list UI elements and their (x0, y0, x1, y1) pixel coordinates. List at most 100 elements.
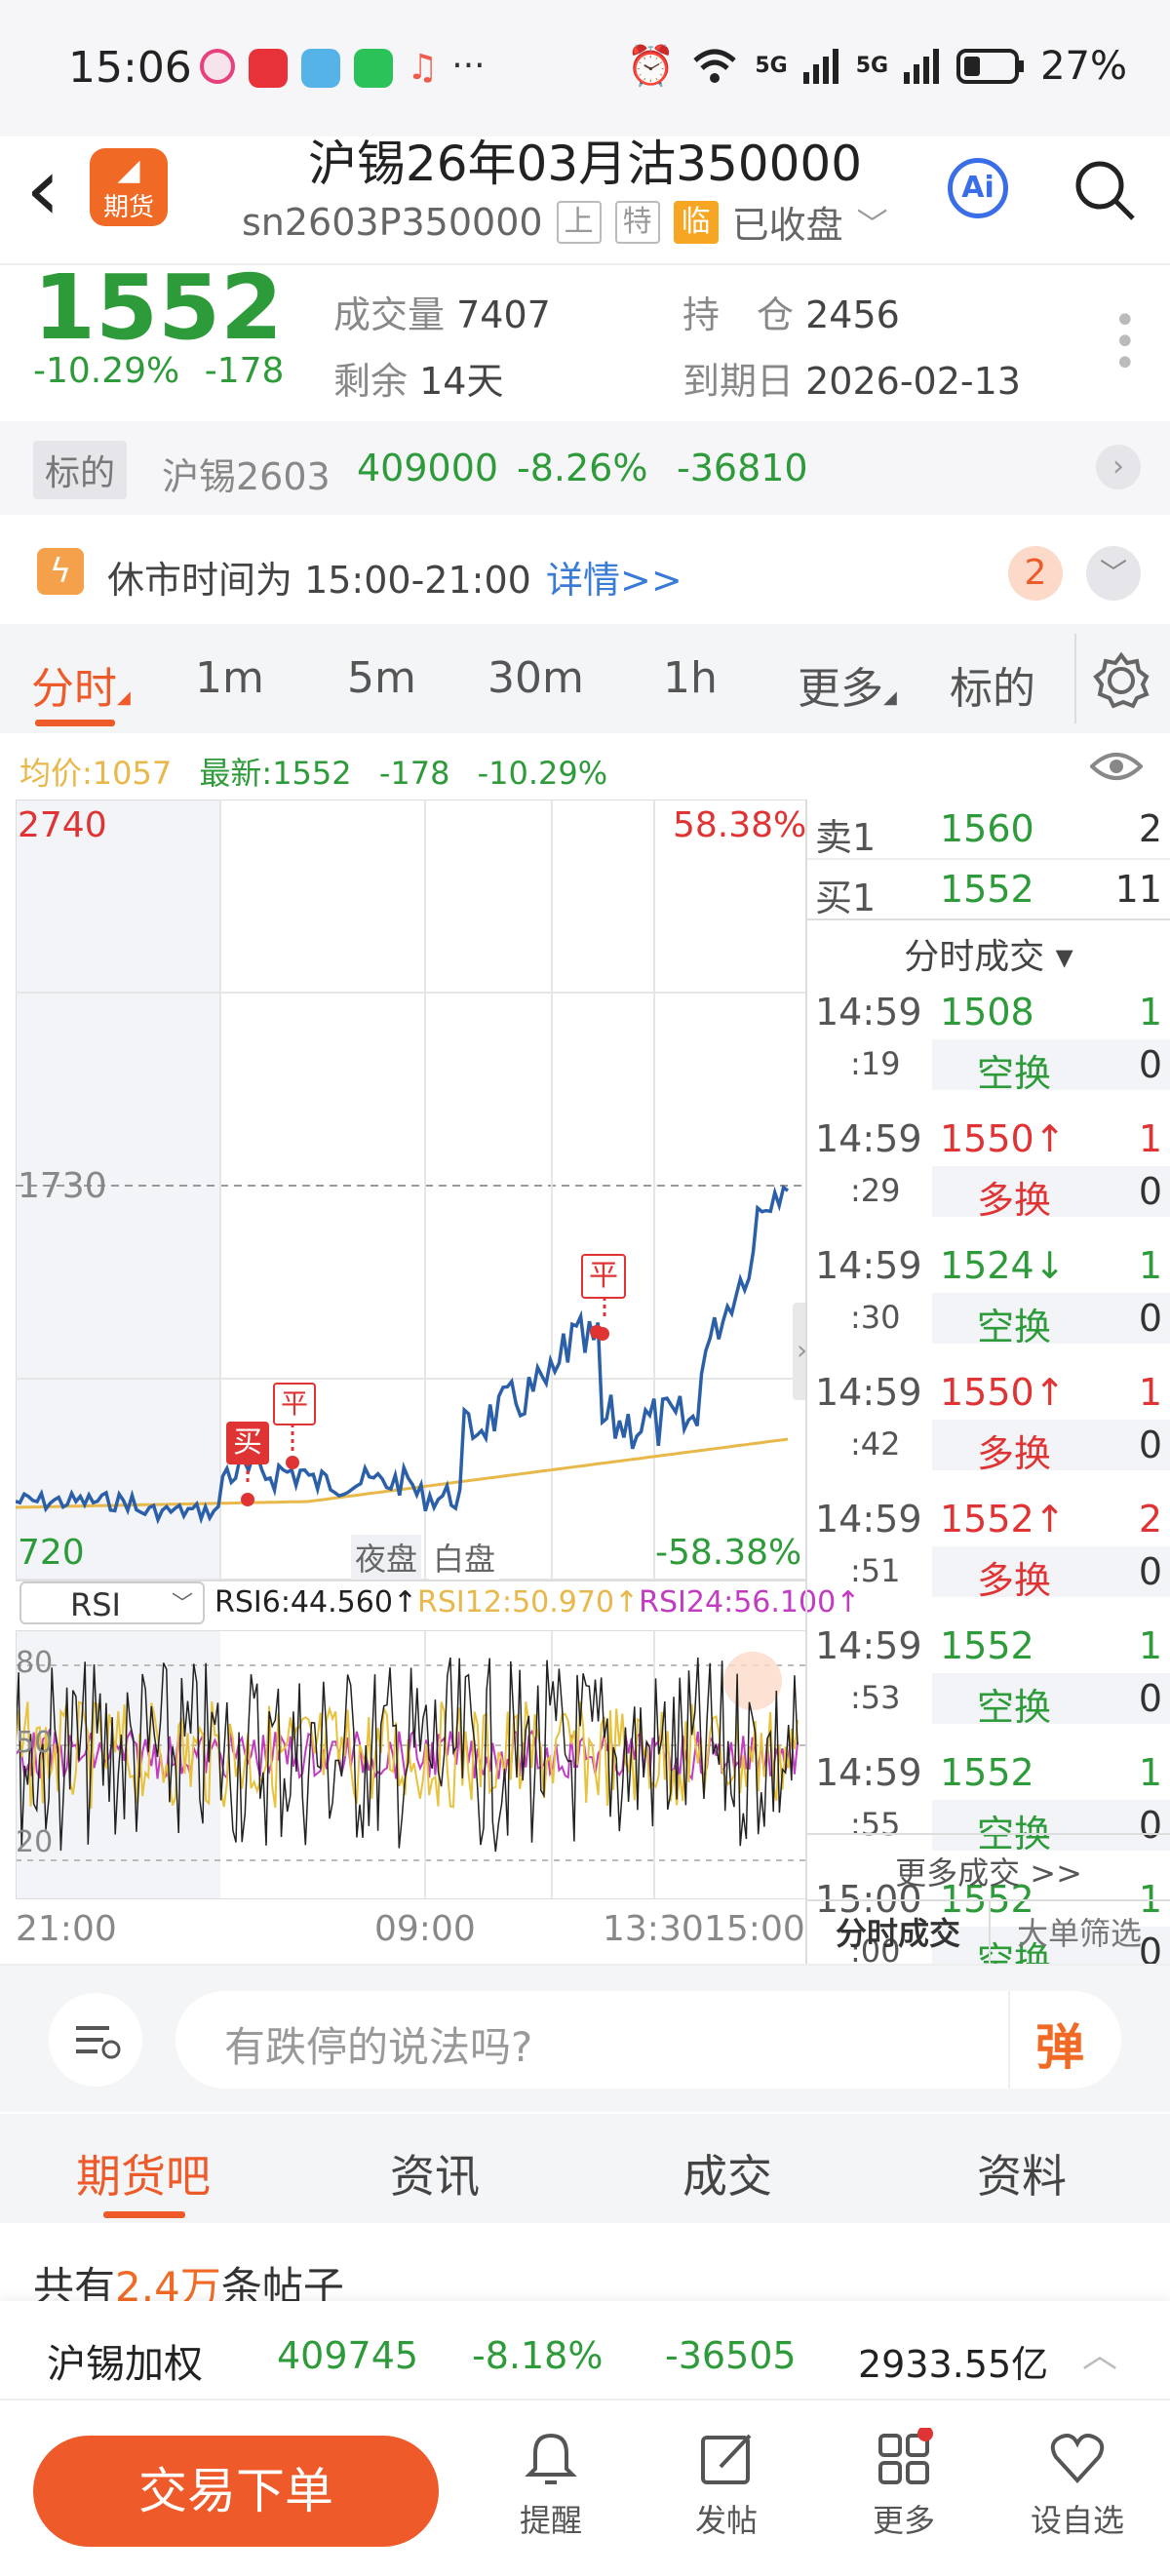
tick-qty: 2 (1138, 1498, 1162, 1541)
eye-icon[interactable] (1090, 749, 1143, 784)
tick-qty: 1 (1138, 1117, 1162, 1160)
chevron-down-icon[interactable]: ﹀ (1086, 546, 1141, 601)
signal-5g-label-2: 5G (855, 54, 889, 78)
tick-type-bg (932, 1546, 1170, 1597)
close-marker-1[interactable]: 平 (273, 1383, 316, 1425)
avg-price: 均价:1057 (20, 755, 173, 792)
volume-label: 成交量 (333, 293, 446, 336)
more-vertical-icon[interactable]: • • • (1113, 298, 1137, 386)
tab-30m[interactable]: 30m (488, 653, 584, 703)
gear-icon[interactable] (1092, 651, 1150, 710)
status-app-icons: ♫ ··· (200, 49, 486, 88)
tab-1h[interactable]: 1h (663, 653, 718, 703)
music-icon: ♫ (407, 48, 439, 88)
rsi6-line (16, 1657, 799, 1853)
weighted-pct: -8.18% (472, 2334, 604, 2377)
period-tabs (0, 624, 1170, 733)
tick-qty: 1 (1138, 1624, 1162, 1667)
tick-seconds: :30 (850, 1299, 901, 1336)
weighted-index-row[interactable] (0, 2301, 1170, 2408)
ask-qty: 2 (1138, 807, 1162, 850)
volume-value: 7407 (456, 293, 551, 336)
reminder-button[interactable]: 提醒 (478, 2428, 624, 2541)
ticks-title[interactable]: 分时成交 ▾ (904, 937, 1073, 977)
expiry-label: 到期日 (682, 360, 795, 403)
tab-big-orders[interactable]: 大单筛选 (1016, 1915, 1142, 1952)
chart-summary: 均价:1057 最新:1552 -178 -10.29% (20, 749, 607, 794)
place-order-button[interactable]: 交易下单 (33, 2436, 439, 2547)
tab-1m[interactable]: 1m (195, 653, 264, 703)
tick-time: 14:59 (815, 1371, 922, 1414)
tab-5m[interactable]: 5m (347, 653, 416, 703)
close-marker-2[interactable]: 平 (581, 1254, 626, 1299)
bid-price: 1552 (940, 868, 1034, 911)
bid-label: 买1 (815, 877, 877, 919)
buy-marker[interactable]: 买 (226, 1422, 269, 1464)
tick-type-bg (932, 1420, 1170, 1470)
signal-bars-icon (802, 48, 838, 84)
order-panel: 卖1 1560 2 买1 1552 11 分时成交 ▾ 14:59 1508 1:1… (807, 800, 1170, 1982)
wifi-icon (693, 49, 737, 83)
tick-type-qty: 0 (1138, 1804, 1162, 1847)
rsi-20-label: 20 (16, 1825, 54, 1859)
tab-underlying[interactable]: 标的 (950, 664, 1035, 714)
tick-type: 多换 (977, 1432, 1052, 1475)
tab-ticks[interactable]: 分时成交 (835, 1915, 960, 1952)
latest-chg: -178 (378, 755, 450, 792)
back-button[interactable]: ‹ (25, 138, 60, 241)
expiry-info: 到期日 2026-02-13 (682, 351, 1021, 405)
tick-price: 1552 (940, 1624, 1034, 1667)
more-button[interactable]: 更多 (831, 2428, 977, 2541)
tick-qty: 1 (1138, 1371, 1162, 1414)
more-dots: ··· (451, 46, 486, 86)
tick-time: 14:59 (815, 1624, 922, 1667)
tab-intraday-label: 分时 (31, 664, 117, 714)
tick-seconds: :53 (850, 1679, 901, 1716)
ai-button[interactable]: Ai (948, 158, 1008, 218)
danmu-toggle-button[interactable] (49, 1993, 142, 2087)
chevron-up-icon[interactable]: ︿ (1082, 2335, 1118, 2375)
tab-intraday[interactable]: 分时◢ (31, 664, 131, 714)
add-watchlist-button[interactable]: 设自选 (1004, 2428, 1150, 2541)
post-button[interactable]: 发帖 (653, 2428, 800, 2541)
svg-text:›: › (797, 1334, 807, 1366)
status-right: ⏰ 5G 5G 27% (627, 43, 1127, 90)
notice-link[interactable]: 详情>> (546, 559, 682, 602)
indicator-select[interactable]: RSI ﹀ (20, 1581, 205, 1624)
tick-price: 1524↓ (940, 1244, 1066, 1287)
status-time: 15:06 (68, 43, 192, 93)
tab-trades[interactable]: 成交 (682, 2150, 772, 2203)
last-price: 1552 (33, 255, 284, 360)
bid-qty: 11 (1114, 868, 1162, 911)
app-circle-icon (200, 49, 235, 84)
tick-qty: 1 (1138, 1244, 1162, 1287)
volume-info: 成交量 7407 (333, 285, 551, 338)
chevron-right-icon[interactable]: › (1096, 445, 1141, 489)
more-trades-link[interactable]: 更多成交 >> (895, 1854, 1082, 1892)
contract-subline[interactable]: sn2603P350000 上 特 临 已收盘 ﹀ (242, 195, 888, 249)
tick-type-bg (932, 1039, 1170, 1090)
rsi-chart[interactable] (16, 1630, 807, 1899)
price-change-abs: -178 (204, 351, 285, 391)
tick-type-bg (932, 1673, 1170, 1724)
tab-news[interactable]: 资讯 (390, 2150, 480, 2203)
battery-icon (956, 48, 1025, 84)
rsi-50-label: 50 (16, 1726, 54, 1760)
notice-badge[interactable]: 2 (1008, 546, 1063, 601)
tab-more[interactable]: 更多◢ (798, 664, 897, 714)
tab-futures-bar[interactable]: 期货吧 (76, 2150, 211, 2203)
book-app-icon (301, 49, 340, 88)
tick-price: 1550↑ (940, 1117, 1066, 1160)
remain-value: 14天 (419, 360, 504, 403)
danmu-button[interactable]: 弹 (1035, 2019, 1084, 2076)
tick-type-qty: 0 (1138, 1043, 1162, 1086)
comment-input[interactable] (176, 1991, 1121, 2088)
underlying-row[interactable] (0, 421, 1170, 515)
intraday-chart[interactable]: › (16, 800, 807, 1580)
weighted-name: 沪锡加权 (47, 2342, 203, 2387)
tab-info[interactable]: 资料 (977, 2150, 1067, 2203)
search-icon[interactable] (1072, 158, 1137, 222)
chart-expand-handle[interactable] (793, 1303, 807, 1400)
pct-axis-top: 58.38% (673, 805, 807, 845)
tick-type-qty: 0 (1138, 1550, 1162, 1593)
